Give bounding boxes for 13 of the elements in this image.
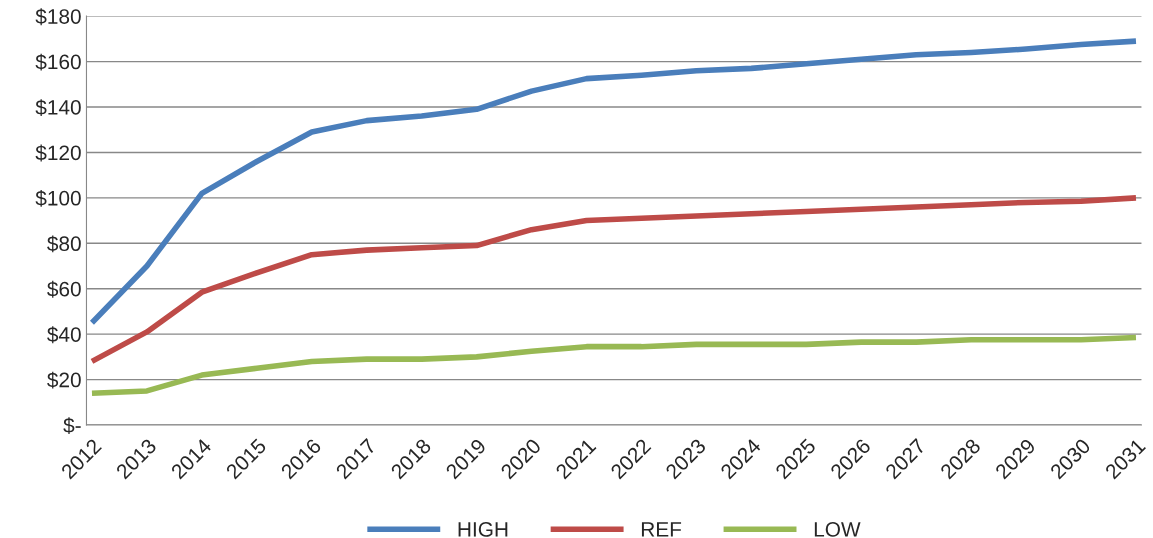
y-tick-label: $180 (35, 8, 81, 26)
y-tick-label: $80 (47, 235, 81, 253)
legend-label: REF (641, 522, 682, 537)
y-tick-label: $20 (47, 371, 81, 389)
y-tick-label: $100 (35, 189, 81, 207)
y-tick-label: $40 (47, 326, 81, 344)
y-tick-label: $120 (35, 144, 81, 162)
y-tick-label: $140 (35, 99, 81, 116)
legend-label: HIGH (458, 522, 508, 537)
y-tick-label: $160 (35, 53, 81, 71)
legend-label: LOW (814, 522, 861, 537)
y-tick-label: $60 (47, 280, 81, 298)
y-tick-label: $- (63, 417, 81, 435)
